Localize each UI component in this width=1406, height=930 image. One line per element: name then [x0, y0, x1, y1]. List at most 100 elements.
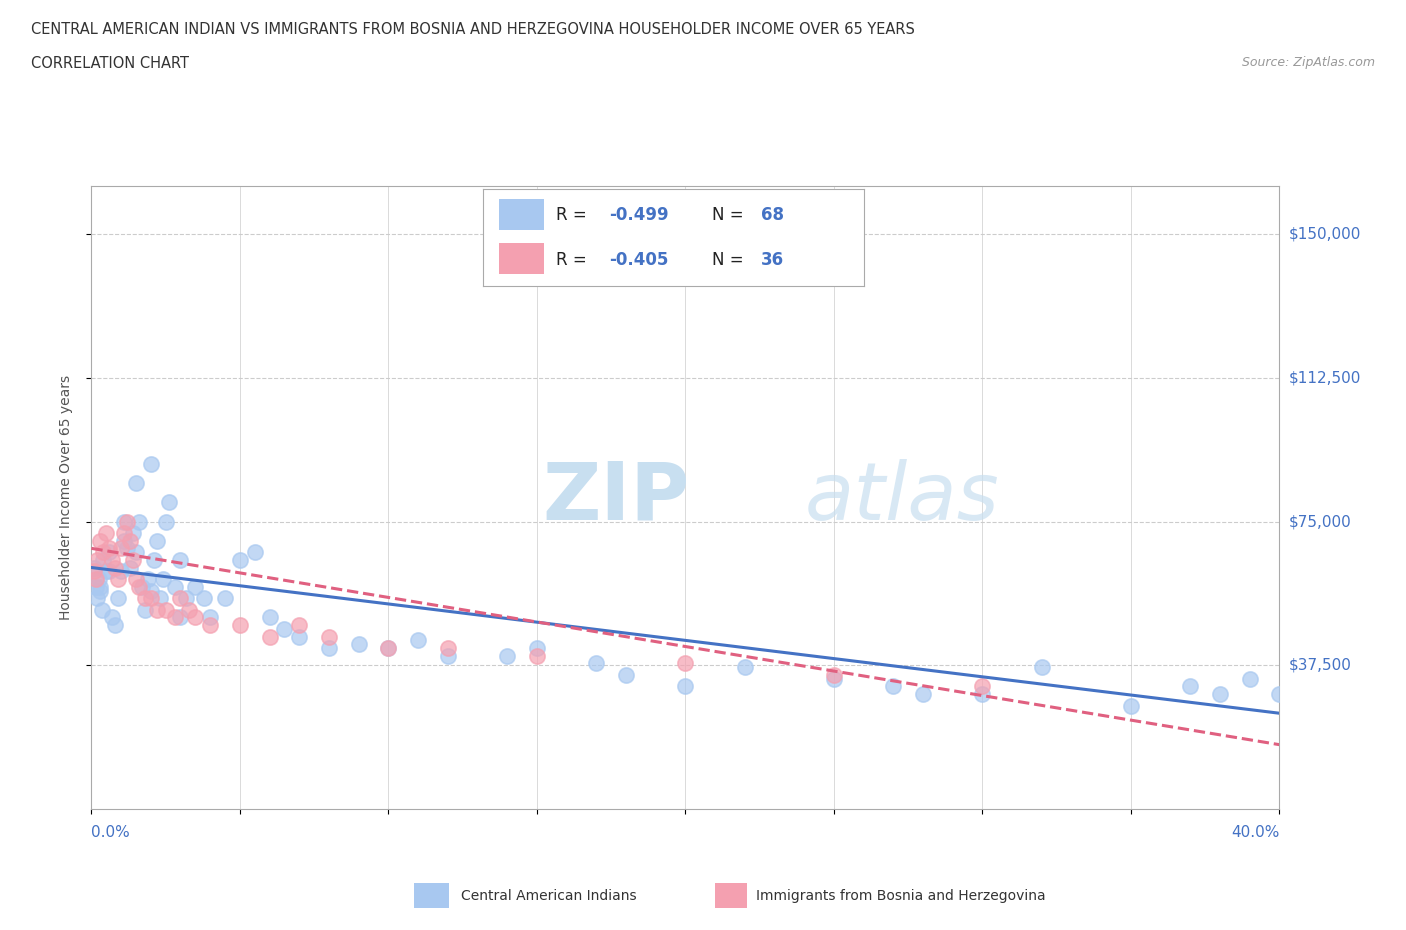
Point	[823, 671, 845, 686]
Point	[104, 560, 127, 575]
Text: $112,500: $112,500	[1289, 370, 1361, 385]
Point	[125, 476, 148, 491]
Point	[122, 552, 145, 567]
Point	[193, 591, 215, 605]
Point	[1180, 679, 1202, 694]
Point	[98, 545, 121, 560]
Point	[98, 564, 121, 578]
Point	[200, 618, 222, 632]
Point	[125, 545, 148, 560]
Point	[96, 564, 118, 578]
Point	[673, 656, 696, 671]
Point	[118, 560, 141, 575]
Point	[585, 656, 607, 671]
Point	[243, 545, 266, 560]
Point	[107, 572, 129, 587]
Point	[972, 679, 994, 694]
Point	[179, 603, 201, 618]
Point	[229, 552, 252, 567]
Point	[112, 533, 135, 548]
Point	[142, 552, 165, 567]
FancyBboxPatch shape	[413, 884, 449, 908]
Point	[152, 572, 174, 587]
Point	[131, 579, 153, 594]
Point	[84, 579, 107, 594]
Point	[823, 668, 845, 683]
Point	[496, 648, 519, 663]
Point	[1239, 671, 1261, 686]
Point	[96, 525, 118, 540]
Point	[89, 533, 111, 548]
Point	[184, 610, 207, 625]
Point	[134, 603, 156, 618]
Point	[163, 610, 186, 625]
Point	[118, 533, 141, 548]
Text: $75,000: $75,000	[1289, 514, 1351, 529]
Point	[115, 514, 138, 529]
Text: CORRELATION CHART: CORRELATION CHART	[31, 56, 188, 71]
Point	[89, 579, 111, 594]
Point	[122, 525, 145, 540]
Point	[155, 514, 177, 529]
Point	[90, 603, 112, 618]
Point	[91, 552, 114, 567]
Text: atlas: atlas	[804, 458, 1000, 537]
Point	[259, 629, 281, 644]
Point	[157, 495, 180, 510]
Point	[169, 552, 191, 567]
Point	[911, 686, 934, 701]
Point	[128, 514, 150, 529]
FancyBboxPatch shape	[714, 884, 748, 908]
Point	[115, 541, 138, 556]
Point	[176, 591, 198, 605]
Point	[107, 591, 129, 605]
Point	[229, 618, 252, 632]
Text: $150,000: $150,000	[1289, 226, 1361, 242]
Point	[288, 629, 311, 644]
Point	[734, 659, 756, 674]
Text: 40.0%: 40.0%	[1232, 825, 1279, 840]
Y-axis label: Householder Income Over 65 years: Householder Income Over 65 years	[59, 375, 73, 620]
Point	[101, 610, 124, 625]
Point	[673, 679, 696, 694]
Point	[134, 591, 156, 605]
Point	[259, 610, 281, 625]
Point	[288, 618, 311, 632]
Point	[112, 525, 135, 540]
Point	[614, 668, 637, 683]
Point	[347, 637, 370, 652]
Point	[145, 533, 167, 548]
Point	[149, 591, 172, 605]
Point	[1268, 686, 1291, 701]
Text: $37,500: $37,500	[1289, 658, 1351, 672]
Point	[972, 686, 994, 701]
Point	[98, 541, 121, 556]
Point	[318, 641, 340, 656]
Point	[112, 514, 135, 529]
Point	[155, 603, 177, 618]
Point	[87, 572, 110, 587]
Point	[200, 610, 222, 625]
Point	[83, 560, 105, 575]
Point	[139, 457, 162, 472]
Point	[136, 572, 159, 587]
Text: 0.0%: 0.0%	[91, 825, 131, 840]
Point	[436, 648, 458, 663]
Point	[377, 641, 399, 656]
Point	[1031, 659, 1053, 674]
Point	[1209, 686, 1232, 701]
Text: Source: ZipAtlas.com: Source: ZipAtlas.com	[1241, 56, 1375, 69]
Text: CENTRAL AMERICAN INDIAN VS IMMIGRANTS FROM BOSNIA AND HERZEGOVINA HOUSEHOLDER IN: CENTRAL AMERICAN INDIAN VS IMMIGRANTS FR…	[31, 22, 915, 37]
Point	[436, 641, 458, 656]
Point	[89, 583, 111, 598]
Point	[882, 679, 904, 694]
Point	[169, 591, 191, 605]
Point	[526, 648, 548, 663]
Point	[406, 633, 429, 648]
Point	[184, 579, 207, 594]
Point	[163, 579, 186, 594]
Point	[110, 541, 132, 556]
Point	[526, 641, 548, 656]
Point	[377, 641, 399, 656]
Point	[91, 545, 114, 560]
